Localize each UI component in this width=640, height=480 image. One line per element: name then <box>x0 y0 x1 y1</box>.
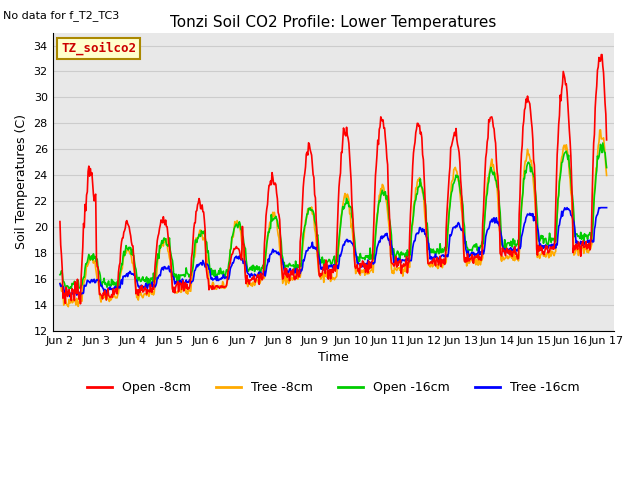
Text: TZ_soilco2: TZ_soilco2 <box>61 41 136 55</box>
Y-axis label: Soil Temperatures (C): Soil Temperatures (C) <box>15 114 28 249</box>
Title: Tonzi Soil CO2 Profile: Lower Temperatures: Tonzi Soil CO2 Profile: Lower Temperatur… <box>170 15 497 30</box>
Text: No data for f_T2_TC3: No data for f_T2_TC3 <box>3 11 120 22</box>
X-axis label: Time: Time <box>318 351 349 364</box>
Legend: Open -8cm, Tree -8cm, Open -16cm, Tree -16cm: Open -8cm, Tree -8cm, Open -16cm, Tree -… <box>82 376 584 399</box>
